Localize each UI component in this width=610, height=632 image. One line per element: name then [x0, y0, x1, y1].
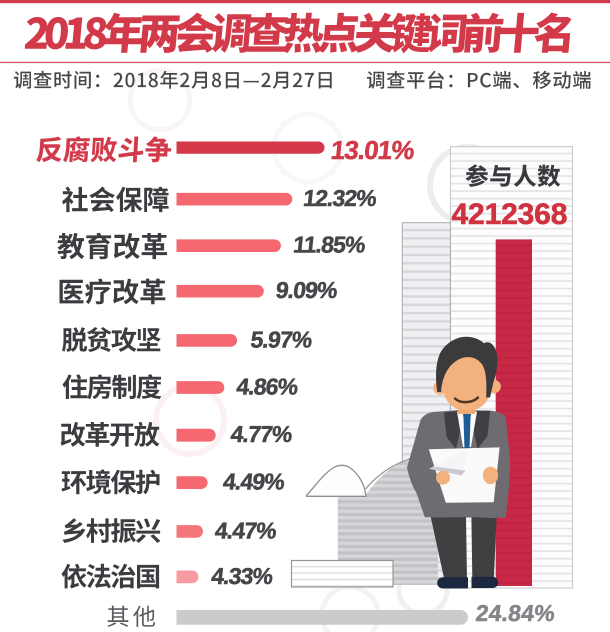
svg-text:11.85%: 11.85%	[292, 232, 366, 258]
svg-text:4.47%: 4.47%	[214, 517, 278, 543]
svg-text:4.86%: 4.86%	[235, 373, 299, 399]
svg-text:12.32%: 12.32%	[302, 185, 378, 211]
svg-text:24.84%: 24.84%	[474, 600, 556, 626]
svg-text:4.49%: 4.49%	[222, 469, 286, 495]
svg-text:9.09%: 9.09%	[275, 277, 339, 303]
svg-text:13.01%: 13.01%	[329, 135, 416, 165]
svg-text:5.97%: 5.97%	[249, 326, 313, 352]
svg-text:4.77%: 4.77%	[229, 421, 293, 447]
svg-text:4.33%: 4.33%	[210, 563, 274, 589]
svg-text:4212368: 4212368	[452, 198, 568, 231]
